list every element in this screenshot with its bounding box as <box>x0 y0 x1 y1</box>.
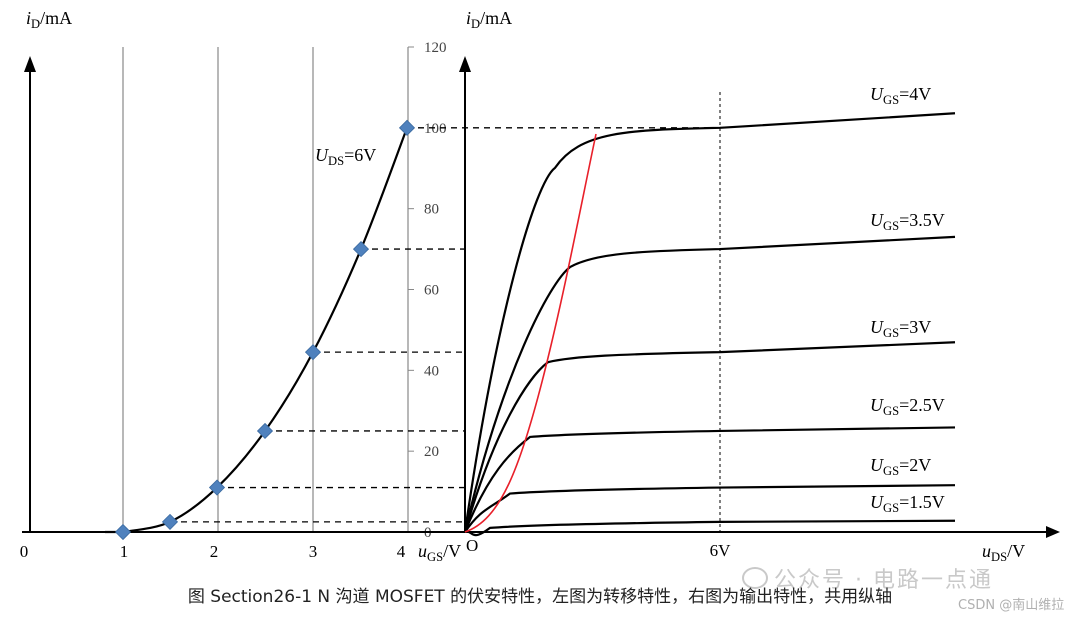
pinchoff-curve <box>464 133 597 533</box>
output-curve <box>463 112 956 533</box>
left-y-axis-arrow <box>24 56 36 72</box>
transfer-ticks: 020406080100120 <box>408 40 447 541</box>
output-curve-label: UGS=2V <box>870 455 931 478</box>
left-x-axis-label: uGS/V <box>418 541 461 564</box>
transfer-curve-line <box>105 127 409 534</box>
output-curve <box>463 235 956 533</box>
x-axis-arrow <box>1046 526 1060 538</box>
data-point-marker <box>398 119 416 136</box>
watermark-text: 公众号 · 电路一点通 <box>774 568 993 593</box>
output-curve <box>463 341 956 533</box>
right-y-axis-arrow <box>459 56 471 72</box>
figure-caption: 图 Section26-1 N 沟道 MOSFET 的伏安特性，左图为转移特性，… <box>187 587 893 607</box>
output-curve <box>463 426 956 533</box>
data-point-marker <box>114 523 132 541</box>
output-curve <box>464 484 956 533</box>
y-tick-label: 100 <box>424 121 447 137</box>
wechat-icon <box>742 567 768 589</box>
output-curve-label: UGS=2.5V <box>870 395 945 418</box>
data-point-marker <box>304 344 322 361</box>
output-curves <box>463 112 956 537</box>
y-tick-label: 60 <box>424 283 439 299</box>
x-tick-label: 3 <box>309 542 318 561</box>
origin-label: O <box>466 536 478 555</box>
right-x-axis-label: uDS/V <box>982 541 1025 564</box>
data-point-marker <box>208 479 226 496</box>
transfer-curve <box>105 119 416 541</box>
axes <box>22 56 1060 538</box>
right-y-axis-label: iD/mA <box>466 8 512 31</box>
uds-annotation: UDS=6V <box>315 145 376 168</box>
x-tick-label: 0 <box>20 542 29 561</box>
data-point-marker <box>256 422 274 440</box>
output-curve <box>464 519 956 537</box>
x-tick-label: 1 <box>120 542 129 561</box>
x-tick-label: 2 <box>210 542 219 561</box>
y-tick-label: 120 <box>424 40 447 56</box>
data-point-marker <box>352 241 370 258</box>
x-tick-label: 4 <box>397 542 406 561</box>
output-curve-label: UGS=3.5V <box>870 210 945 233</box>
output-curve-label: UGS=1.5V <box>870 492 945 515</box>
data-point-marker <box>161 513 179 530</box>
y-tick-label: 40 <box>424 363 439 379</box>
watermark-subtext: CSDN @南山维拉 <box>958 598 1065 613</box>
watermark: 公众号 · 电路一点通 <box>742 562 993 594</box>
y-tick-label: 20 <box>424 444 439 460</box>
chart-labels: 0 1 2 3 4 UGS=4V UGS=3.5V UGS=3V UGS=2.5V UGS=2V U… <box>20 8 1025 564</box>
shared-dashed-lines <box>170 92 721 532</box>
transfer-grid <box>122 47 409 532</box>
y-tick-label: 80 <box>424 202 439 218</box>
output-curve-label: UGS=3V <box>870 317 931 340</box>
output-curve-label: UGS=4V <box>870 84 931 107</box>
left-y-axis-label: iD/mA <box>26 8 72 31</box>
x-tick-label-6v: 6V <box>710 541 732 560</box>
